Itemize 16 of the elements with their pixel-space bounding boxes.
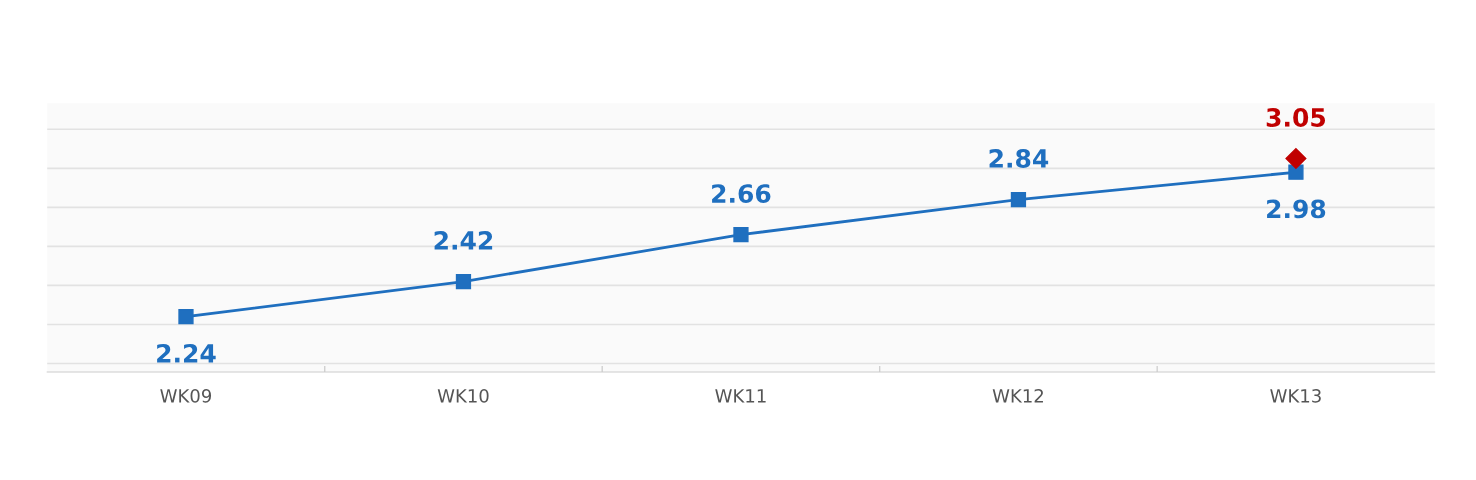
- x-tick-label: WK13: [1270, 388, 1321, 403]
- point: [733, 227, 749, 243]
- x-tick-label: WK11: [715, 389, 766, 403]
- data-label: 2.98: [1267, 199, 1326, 219]
- data-label: 2.42: [434, 230, 493, 250]
- x-tick-label: WK10: [437, 388, 489, 403]
- data-label: 2.66: [712, 184, 771, 204]
- data-label: 2.24: [157, 343, 216, 363]
- point: [1285, 148, 1307, 170]
- data-label: 2.84: [989, 148, 1049, 168]
- point: [1010, 191, 1027, 208]
- point: [455, 273, 472, 290]
- x-tick-label: WK12: [992, 388, 1043, 403]
- data-label: 3.05: [1266, 108, 1326, 127]
- point: [178, 309, 194, 325]
- x-tick-label: WK09: [160, 388, 212, 403]
